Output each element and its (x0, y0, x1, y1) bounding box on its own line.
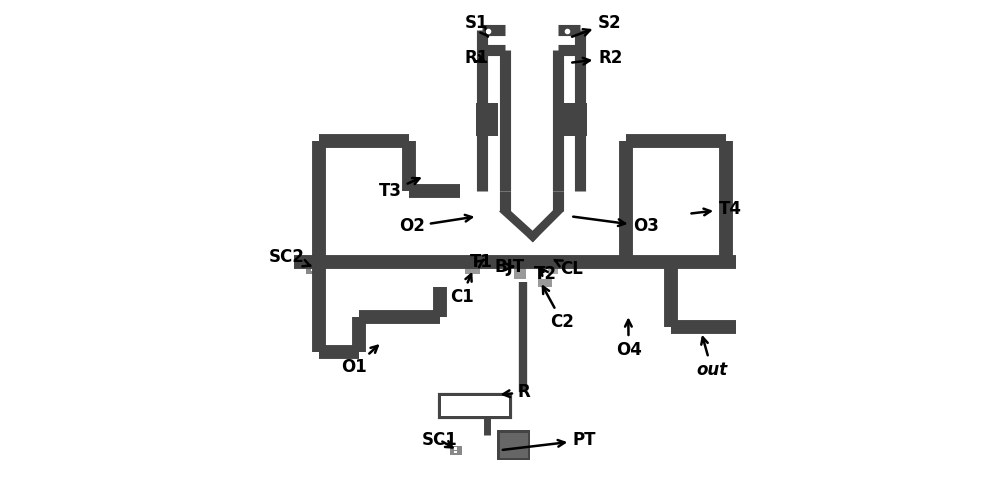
Text: T1: T1 (470, 253, 493, 271)
Bar (548, 267, 558, 274)
Text: out: out (696, 338, 727, 379)
Bar (465, 265, 480, 274)
Bar (454, 447, 457, 450)
Text: O1: O1 (342, 346, 378, 376)
Bar (476, 103, 498, 136)
Text: C2: C2 (543, 287, 574, 331)
Text: C1: C1 (450, 274, 473, 306)
Text: BJT: BJT (495, 258, 525, 276)
Bar (440, 395, 510, 417)
Text: R1: R1 (465, 49, 489, 67)
Text: S2: S2 (572, 14, 622, 37)
Bar (514, 267, 526, 279)
Text: R: R (503, 383, 530, 401)
Text: O4: O4 (616, 320, 642, 359)
Text: SC2: SC2 (269, 247, 310, 266)
Bar (311, 269, 315, 271)
Text: PT: PT (503, 431, 596, 450)
Text: O2: O2 (399, 215, 472, 235)
Text: T3: T3 (379, 178, 419, 200)
Text: R2: R2 (572, 49, 622, 67)
Bar (441, 396, 509, 416)
Text: T2: T2 (534, 265, 557, 283)
Bar (497, 430, 530, 460)
Bar (440, 395, 510, 417)
Text: CL: CL (555, 260, 583, 278)
Bar (454, 451, 457, 453)
Bar (306, 259, 319, 274)
Bar (564, 103, 587, 136)
Text: O3: O3 (573, 217, 659, 235)
Bar (311, 265, 315, 267)
Text: SC1: SC1 (422, 431, 458, 449)
Bar (486, 29, 490, 33)
Bar (311, 261, 315, 263)
Text: S1: S1 (465, 14, 488, 37)
Bar (565, 29, 569, 33)
Text: T4: T4 (691, 200, 742, 218)
Bar (538, 279, 552, 287)
Bar (500, 433, 528, 458)
Bar (450, 446, 462, 455)
